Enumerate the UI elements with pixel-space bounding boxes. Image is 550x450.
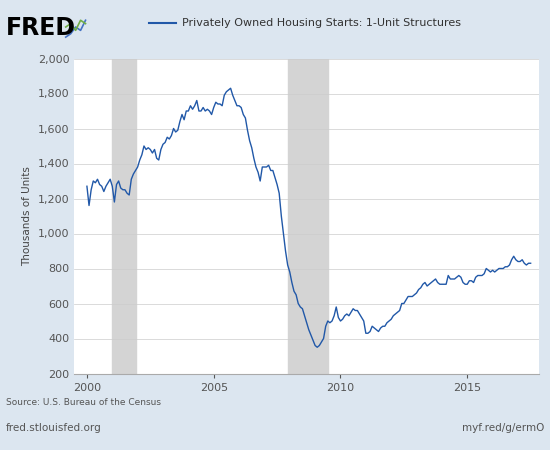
Y-axis label: Thousands of Units: Thousands of Units xyxy=(22,166,32,266)
Bar xyxy=(288,58,328,374)
Text: Source: U.S. Bureau of the Census: Source: U.S. Bureau of the Census xyxy=(6,398,161,407)
Bar xyxy=(112,58,136,374)
Text: myf.red/g/ermO: myf.red/g/ermO xyxy=(462,423,544,433)
Text: Privately Owned Housing Starts: 1-Unit Structures: Privately Owned Housing Starts: 1-Unit S… xyxy=(182,18,460,28)
Text: fred.stlouisfed.org: fred.stlouisfed.org xyxy=(6,423,101,433)
Text: FRED: FRED xyxy=(6,16,75,40)
